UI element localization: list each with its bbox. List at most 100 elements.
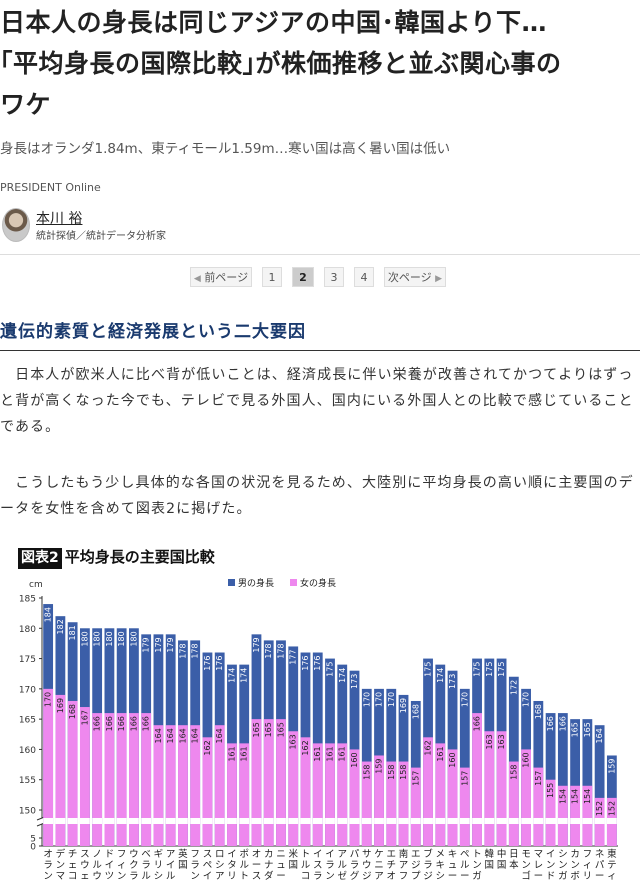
data-label-male: 178: [191, 643, 200, 658]
x-tick-label-char: ラ: [350, 860, 360, 871]
page-button-3[interactable]: 3: [324, 267, 344, 287]
bar-female: [67, 700, 78, 846]
x-tick-label-char: ー: [252, 860, 262, 871]
x-tick-label-char: シ: [215, 860, 225, 871]
bar-female: [459, 767, 470, 846]
x-tick-label-char: ボ: [570, 871, 580, 882]
legend-swatch-male: [228, 579, 235, 586]
x-tick-label-char: ン: [117, 871, 127, 882]
x-tick-label-char: ン: [43, 871, 53, 882]
data-label-male: 164: [595, 728, 604, 743]
x-tick-label-char: ン: [190, 871, 200, 882]
bar-break-gap: [288, 818, 299, 824]
data-label-male: 174: [338, 668, 347, 683]
x-tick-label-char: グ: [350, 870, 360, 882]
x-tick-label-char: ー: [534, 871, 544, 882]
x-tick-label-char: ル: [141, 871, 151, 882]
x-tick-label-char: イ: [203, 871, 213, 882]
data-label-male: 174: [227, 668, 236, 683]
next-page-button[interactable]: 次ページ ▶: [384, 267, 446, 287]
next-page-label: 次ページ: [387, 271, 432, 284]
page-button-2-current[interactable]: 2: [292, 267, 314, 287]
x-tick-label-char: ラ: [313, 871, 323, 882]
bar-break-gap: [165, 818, 176, 824]
x-tick-label: オラン: [43, 849, 53, 882]
bar-break-gap: [67, 818, 78, 824]
article-title-line: 日本人の身長は同じアジアの中国･韓国より下…: [0, 8, 548, 37]
x-tick-label: 英国: [178, 848, 188, 871]
x-tick-label: カンボ: [570, 849, 580, 882]
bar-break-gap: [521, 818, 531, 824]
bar-break-gap: [386, 818, 397, 824]
data-label-female: 164: [154, 728, 163, 743]
page-button-1[interactable]: 1: [262, 267, 282, 287]
avatar[interactable]: [2, 208, 30, 242]
data-label-female: 161: [240, 746, 249, 761]
x-tick-label-char: ロ: [215, 849, 225, 860]
bar-female: [496, 731, 507, 846]
data-label-male: 175: [497, 662, 506, 677]
data-label-female: 165: [252, 722, 261, 737]
x-tick-label-char: イ: [166, 860, 176, 871]
x-tick-label-char: ナ: [264, 860, 274, 871]
bar-break-gap: [423, 818, 433, 824]
x-tick-label-char: ン: [546, 860, 556, 871]
bar-female: [55, 694, 66, 846]
x-tick-label-char: オ: [43, 849, 53, 860]
data-label-male: 168: [411, 704, 420, 719]
bar-female: [104, 713, 115, 846]
x-tick-label: 韓国: [485, 849, 495, 871]
data-label-male: 179: [166, 637, 175, 652]
x-tick-label-char: マ: [534, 849, 544, 860]
bar-break-gap: [129, 818, 139, 824]
bar-break-gap: [570, 818, 581, 824]
bar-female: [398, 761, 409, 846]
bar-break-gap: [472, 818, 482, 824]
x-tick-label: ブラジ: [423, 848, 433, 882]
x-tick-label-char: ポ: [239, 849, 249, 860]
x-tick-label-char: ド: [546, 871, 556, 882]
data-label-female: 168: [68, 704, 77, 719]
x-tick-label-char: ア: [337, 849, 347, 860]
y-tick-label: 5: [30, 835, 36, 845]
bar-female: [116, 713, 127, 846]
data-label-male: 175: [326, 662, 335, 677]
x-tick-label-char: ィ: [583, 860, 593, 871]
prev-page-button[interactable]: ◀ 前ページ: [190, 267, 252, 287]
data-label-male: 170: [362, 692, 371, 707]
x-tick-label-char: パ: [350, 849, 360, 860]
x-tick-label-char: ー: [448, 871, 458, 882]
data-label-female: 154: [583, 789, 592, 804]
data-label-female: 166: [129, 716, 138, 731]
data-label-male: 177: [289, 649, 298, 664]
data-label-male: 172: [509, 680, 518, 695]
x-tick-label-char: ュ: [276, 860, 286, 871]
bar-female: [521, 749, 531, 846]
data-label-male: 166: [546, 716, 555, 731]
data-label-female: 164: [215, 728, 224, 743]
data-label-male: 176: [215, 656, 224, 671]
x-tick-label: ケニア: [374, 849, 384, 882]
x-tick-label-char: ラ: [423, 860, 433, 871]
data-label-male: 168: [534, 704, 543, 719]
data-label-male: 182: [56, 619, 65, 634]
x-tick-label: イタリ: [227, 849, 237, 882]
x-tick-label-char: 南: [399, 848, 409, 860]
author-name-link[interactable]: 本川 裕: [36, 211, 83, 227]
bar-break-gap: [337, 818, 348, 824]
data-label-male: 180: [117, 631, 126, 646]
x-tick-label-char: 英: [178, 848, 188, 860]
bar-break-gap: [496, 818, 507, 824]
paragraph-text: こうしたもう少し具体的な各国の状況を見るため、大陸別に平均身長の高い順に主要国の…: [0, 475, 634, 517]
bar-female: [190, 725, 201, 846]
bar-female: [141, 713, 152, 846]
data-label-male: 176: [203, 656, 212, 671]
heading-rule: [0, 350, 640, 351]
x-tick-label-char: ペ: [460, 849, 470, 860]
x-tick-label-char: ン: [472, 860, 482, 871]
bar-male: [582, 719, 593, 846]
page-button-4[interactable]: 4: [354, 267, 374, 287]
x-tick-label-char: イ: [325, 849, 335, 860]
y-tick-label: 175: [19, 655, 36, 665]
x-tick-label-char: ラ: [190, 860, 200, 871]
